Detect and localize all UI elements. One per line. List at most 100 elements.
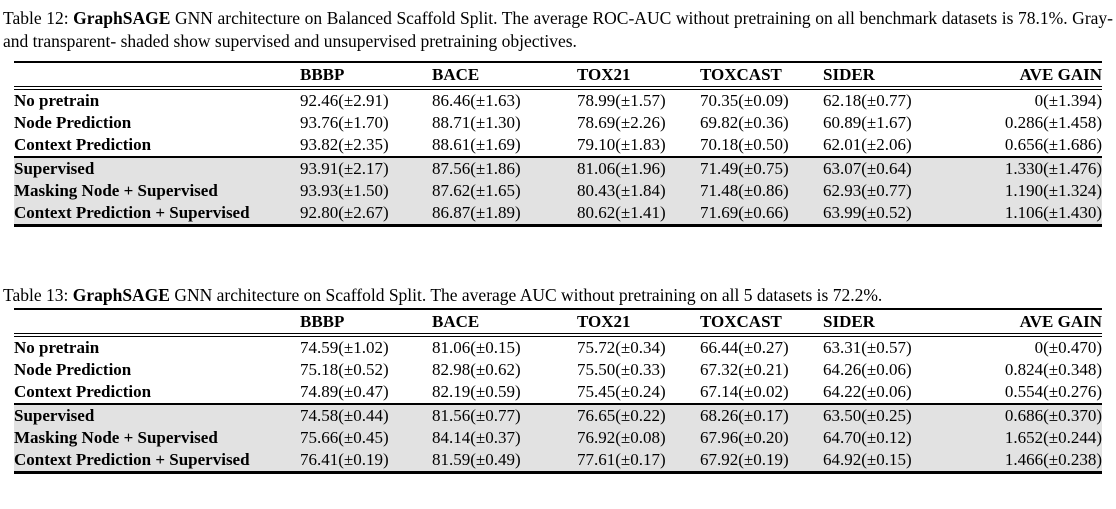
table-cell: 63.07(±0.64)	[823, 159, 912, 178]
table-row: No pretrain 74.59(±1.02) 81.06(±0.15) 75.72…	[14, 335, 1102, 359]
table-12-caption-text: GNN architecture on Balanced Scaffold Sp…	[3, 8, 1113, 51]
table-cell: 93.82(±2.35)	[300, 135, 389, 154]
table-cell: 67.92(±0.19)	[700, 450, 789, 469]
table-row: Node Prediction 75.18(±0.52) 82.98(±0.62) 7…	[14, 359, 1102, 381]
table-cell: 0.686(±0.370)	[1004, 406, 1102, 425]
table-header-row: BBBP BACE TOX21 TOXCAST SIDER AVE GAIN	[14, 62, 1102, 90]
table-cell: 74.59(±1.02)	[300, 338, 389, 357]
column-header: TOXCAST	[700, 309, 823, 337]
table-cell: 77.61(±0.17)	[577, 450, 666, 469]
column-header: SIDER	[823, 62, 932, 90]
table-cell: 67.14(±0.02)	[700, 382, 789, 401]
table-row: Supervised 93.91(±2.17) 87.56(±1.86) 81.06(…	[14, 157, 1102, 180]
column-header: BACE	[432, 309, 577, 337]
row-label: Supervised	[14, 406, 95, 425]
table-cell: 76.41(±0.19)	[300, 450, 389, 469]
table-cell: 87.62(±1.65)	[432, 181, 521, 200]
table-cell: 76.65(±0.22)	[577, 406, 666, 425]
table-cell: 78.69(±2.26)	[577, 113, 666, 132]
row-label: Masking Node + Supervised	[14, 181, 218, 200]
table-cell: 63.50(±0.25)	[823, 406, 912, 425]
table-cell: 92.80(±2.67)	[300, 203, 389, 222]
table-cell: 87.56(±1.86)	[432, 159, 521, 178]
table-cell: 75.66(±0.45)	[300, 428, 389, 447]
row-label: No pretrain	[14, 91, 100, 110]
table-cell: 92.46(±2.91)	[300, 91, 389, 110]
table-cell: 78.99(±1.57)	[577, 91, 666, 110]
table-row: No pretrain 92.46(±2.91) 86.46(±1.63) 78.99…	[14, 88, 1102, 112]
column-header: TOXCAST	[700, 62, 823, 90]
table-cell: 86.87(±1.89)	[432, 203, 521, 222]
table-cell: 0(±1.394)	[1034, 91, 1102, 110]
table-cell: 75.45(±0.24)	[577, 382, 666, 401]
table-cell: 0.554(±0.276)	[1004, 382, 1102, 401]
table-row: Context Prediction 74.89(±0.47) 82.19(±0.5…	[14, 381, 1102, 404]
table-cell: 0.824(±0.348)	[1004, 360, 1102, 379]
row-label: Node Prediction	[14, 360, 132, 379]
table-header-row: BBBP BACE TOX21 TOXCAST SIDER AVE GAIN	[14, 309, 1102, 337]
table-cell: 64.70(±0.12)	[823, 428, 912, 447]
table-cell: 70.18(±0.50)	[700, 135, 789, 154]
table-cell: 93.76(±1.70)	[300, 113, 389, 132]
table-cell: 74.89(±0.47)	[300, 382, 389, 401]
table-cell: 75.50(±0.33)	[577, 360, 666, 379]
table-12: BBBP BACE TOX21 TOXCAST SIDER AVE GAIN No pre…	[14, 61, 1102, 227]
table-cell: 63.31(±0.57)	[823, 338, 912, 357]
row-label: Context Prediction	[14, 382, 152, 401]
table-cell: 81.06(±0.15)	[432, 338, 521, 357]
table-cell: 75.18(±0.52)	[300, 360, 389, 379]
table-13-caption-number: Table 13:	[3, 285, 73, 305]
column-header: BBBP	[300, 62, 432, 90]
table-cell: 68.26(±0.17)	[700, 406, 789, 425]
table-cell: 0.286(±1.458)	[1004, 113, 1102, 132]
column-header: AVE GAIN	[932, 309, 1102, 337]
table-cell: 1.466(±0.238)	[1004, 450, 1102, 469]
table-row: Masking Node + Supervised 93.93(±1.50) 87.…	[14, 180, 1102, 202]
table-row: Context Prediction + Supervised 92.80(±2.…	[14, 202, 1102, 226]
table-row: Masking Node + Supervised 75.66(±0.45) 84.…	[14, 427, 1102, 449]
row-label: Context Prediction + Supervised	[14, 203, 250, 222]
table-cell: 62.18(±0.77)	[823, 91, 912, 110]
column-header: SIDER	[823, 309, 932, 337]
table-cell: 1.106(±1.430)	[1004, 203, 1102, 222]
table-cell: 76.92(±0.08)	[577, 428, 666, 447]
table-13-caption-text: GNN architecture on Scaffold Split. The …	[169, 285, 883, 305]
row-label: Supervised	[14, 159, 95, 178]
table-cell: 1.330(±1.476)	[1004, 159, 1102, 178]
table-cell: 74.58(±0.44)	[300, 406, 389, 425]
table-cell: 64.26(±0.06)	[823, 360, 912, 379]
table-cell: 71.48(±0.86)	[700, 181, 789, 200]
table-cell: 81.59(±0.49)	[432, 450, 521, 469]
table-row: Context Prediction 93.82(±2.35) 88.61(±1.6…	[14, 134, 1102, 157]
table-row: Context Prediction + Supervised 76.41(±0.…	[14, 449, 1102, 473]
table-cell: 88.61(±1.69)	[432, 135, 521, 154]
row-label-column-header	[14, 309, 300, 337]
table-cell: 62.93(±0.77)	[823, 181, 912, 200]
column-header: TOX21	[577, 62, 700, 90]
table-cell: 82.19(±0.59)	[432, 382, 521, 401]
table-12-caption-number: Table 12:	[3, 8, 74, 28]
table-cell: 82.98(±0.62)	[432, 360, 521, 379]
table-cell: 71.49(±0.75)	[700, 159, 789, 178]
table-cell: 66.44(±0.27)	[700, 338, 789, 357]
table-cell: 80.62(±1.41)	[577, 203, 666, 222]
table-12-caption-model: GraphSAGE	[73, 8, 171, 28]
table-cell: 70.35(±0.09)	[700, 91, 789, 110]
table-12-caption: Table 12: GraphSAGE GNN architecture on …	[3, 0, 1113, 53]
row-label: Context Prediction	[14, 135, 152, 154]
table-cell: 67.96(±0.20)	[700, 428, 789, 447]
table-cell: 84.14(±0.37)	[432, 428, 521, 447]
table-cell: 63.99(±0.52)	[823, 203, 912, 222]
table-cell: 75.72(±0.34)	[577, 338, 666, 357]
table-cell: 93.91(±2.17)	[300, 159, 389, 178]
table-cell: 64.92(±0.15)	[823, 450, 912, 469]
row-label: No pretrain	[14, 338, 100, 357]
column-header: BACE	[432, 62, 577, 90]
table-cell: 64.22(±0.06)	[823, 382, 912, 401]
table-row: Supervised 74.58(±0.44) 81.56(±0.77) 76.65(…	[14, 404, 1102, 427]
row-label: Masking Node + Supervised	[14, 428, 218, 447]
row-label-column-header	[14, 62, 300, 90]
table-cell: 69.82(±0.36)	[700, 113, 789, 132]
table-row: Node Prediction 93.76(±1.70) 88.71(±1.30) 7…	[14, 112, 1102, 134]
column-header: BBBP	[300, 309, 432, 337]
